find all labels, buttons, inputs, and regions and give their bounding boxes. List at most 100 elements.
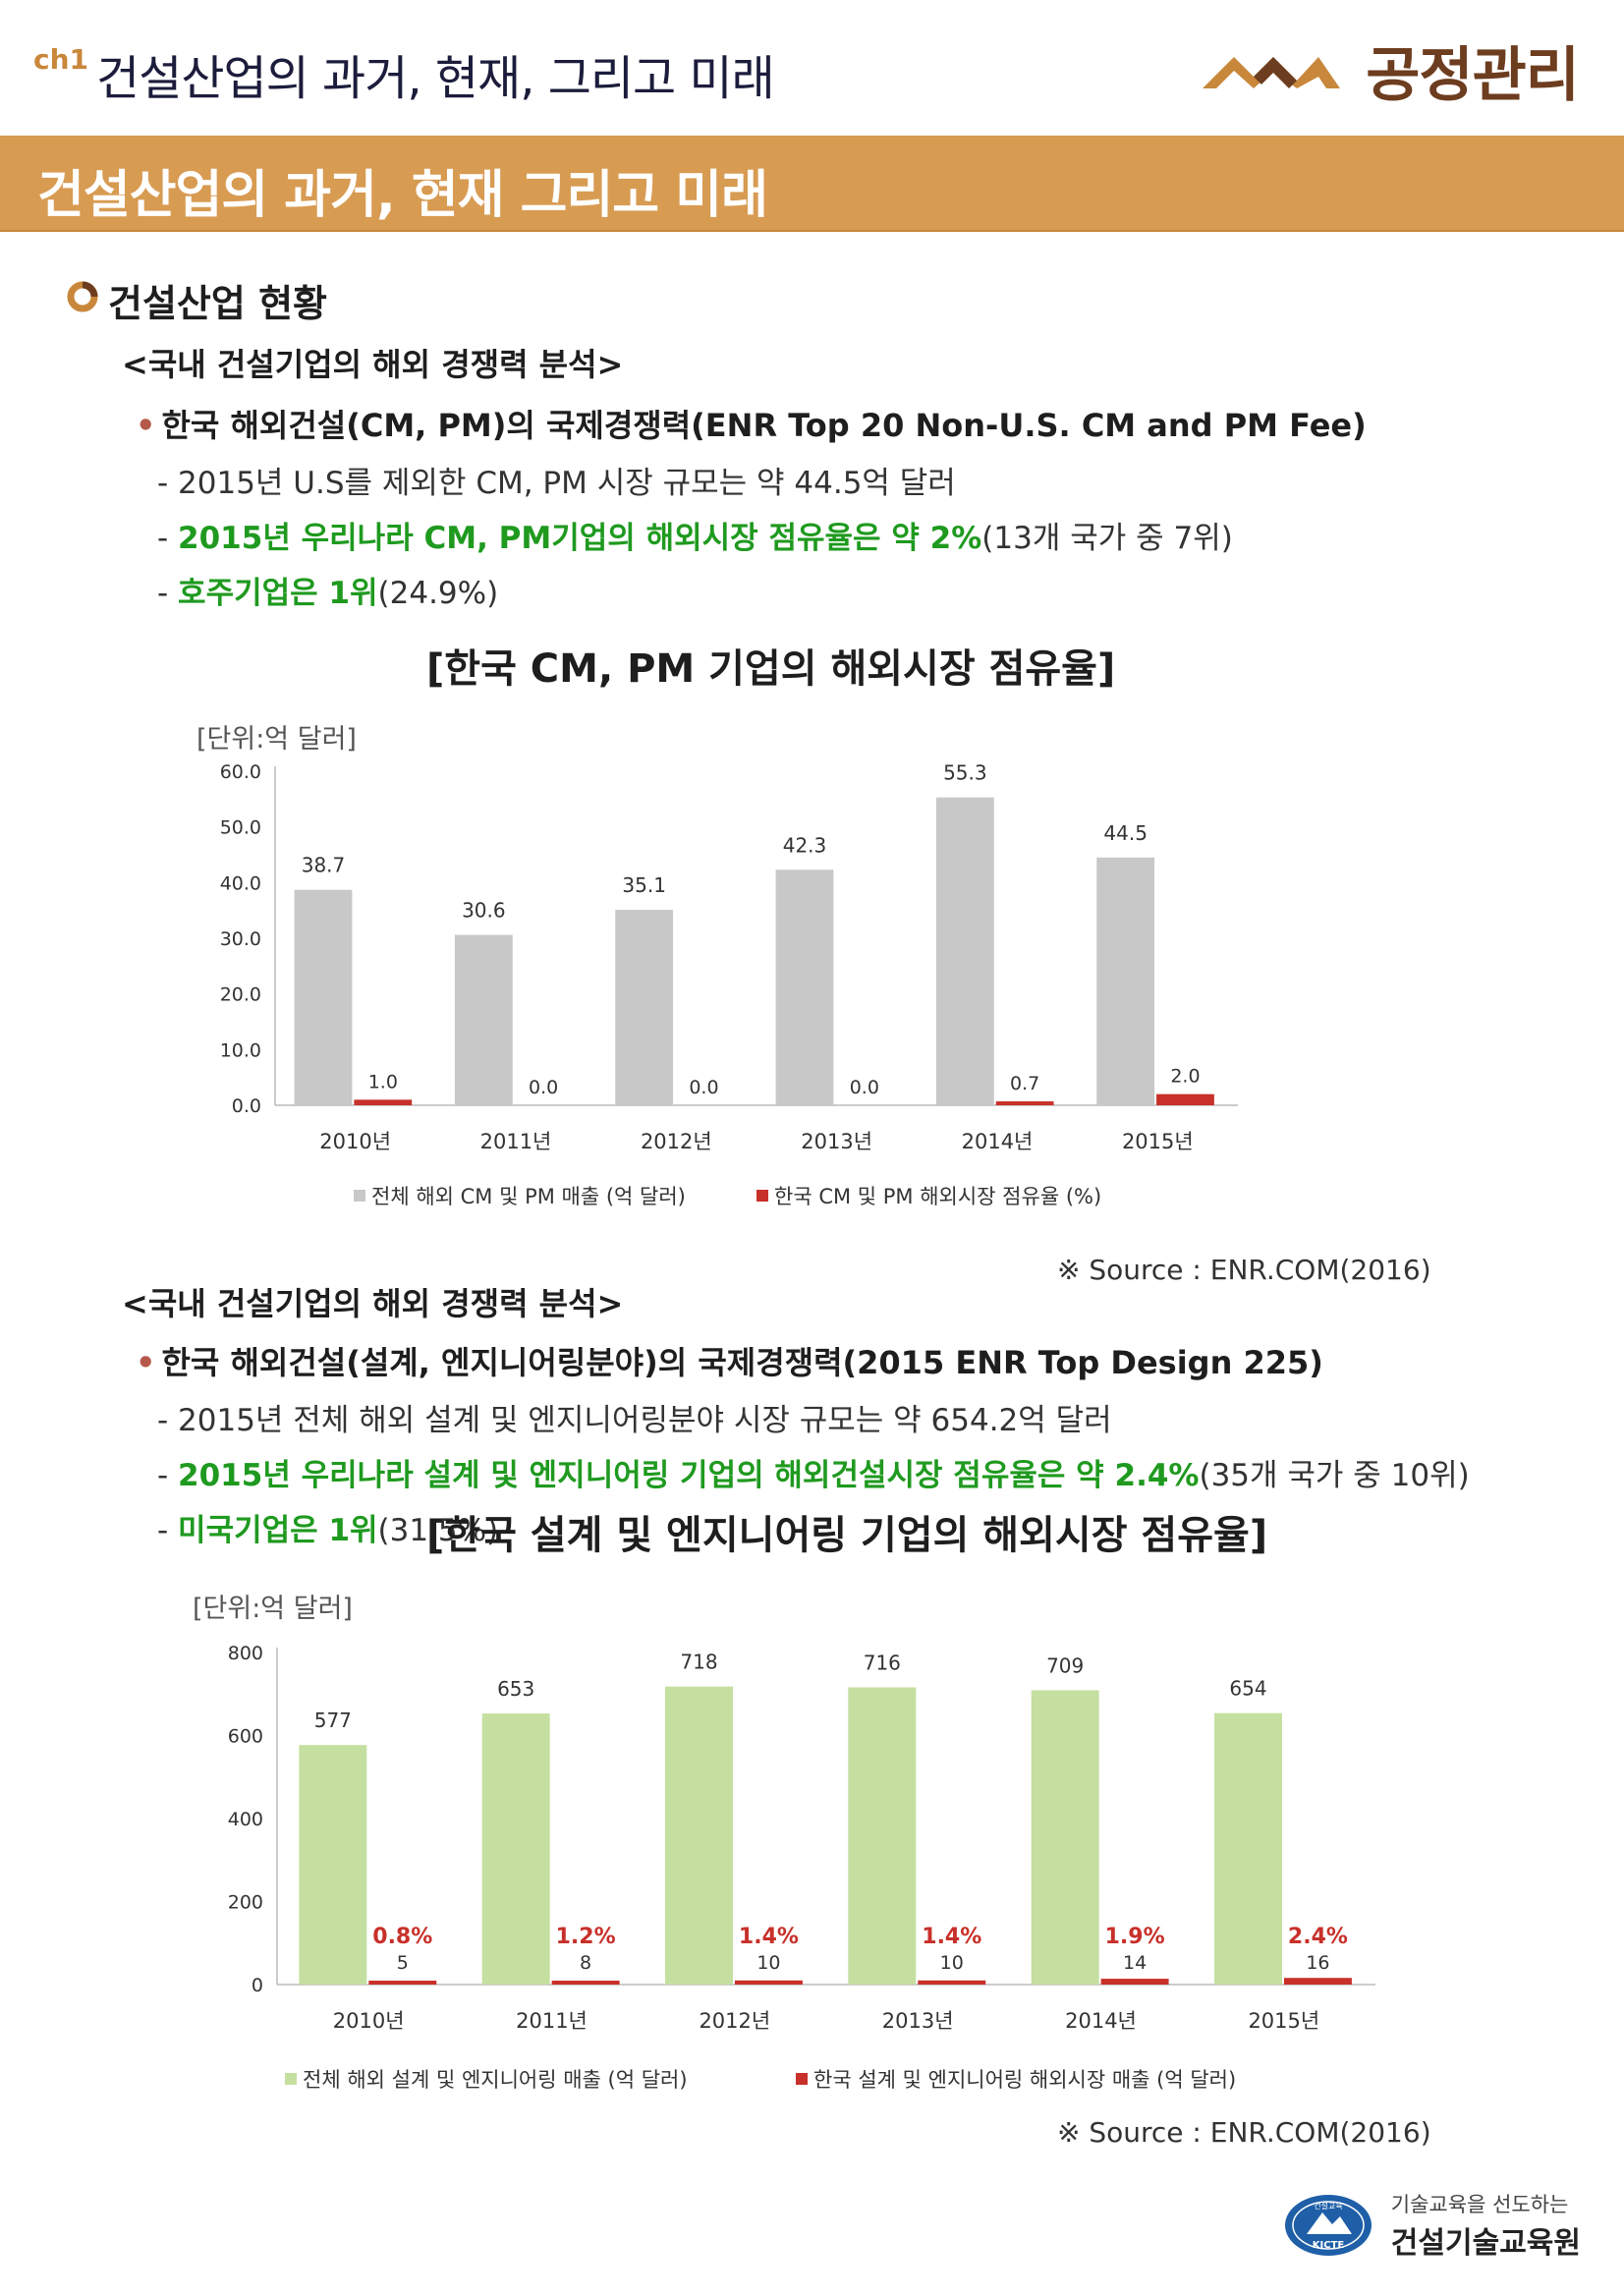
bar-total-label: 716	[864, 1651, 901, 1674]
bar-korea-label: 0.0	[689, 1077, 718, 1098]
block1-line-1: - 2015년 U.S를 제외한 CM, PM 시장 규모는 약 44.5억 달…	[157, 466, 956, 501]
emblem-top-text: 건설교육	[1314, 2201, 1342, 2211]
bar-korea	[551, 1981, 620, 1985]
bar-korea	[995, 1101, 1054, 1105]
section-title: 건설산업 현황	[108, 282, 327, 325]
x-tick-label: 2013년	[882, 2009, 954, 2033]
y-tick-label: 40.0	[220, 872, 261, 894]
bar-korea-pct-label: 1.9%	[1105, 1925, 1165, 1949]
bar-total	[848, 1687, 917, 1985]
unit-label: [단위:억 달러]	[196, 724, 357, 755]
section-ring-icon	[67, 281, 98, 312]
block1-line-3: - 호주기업은 1위(24.9%)	[157, 576, 499, 611]
bar-korea	[354, 1099, 413, 1105]
bar-korea-pct-label: 1.4%	[922, 1925, 981, 1949]
page-title: 건설산업의 과거, 현재, 그리고 미래	[96, 51, 775, 106]
y-tick-label: 10.0	[220, 1039, 261, 1061]
bar-total	[1031, 1690, 1099, 1985]
chart1-title: [한국 CM, PM 기업의 해외시장 점유율]	[426, 646, 1116, 692]
bar-total	[1214, 1712, 1282, 1985]
bar-korea	[918, 1980, 986, 1985]
footer: 건설교육 KICTE 기술교육을 선도하는 건설기술교육원	[1283, 2189, 1581, 2262]
banner	[0, 136, 1624, 232]
bar-total-label: 44.5	[1103, 821, 1148, 845]
x-tick-label: 2010년	[333, 2009, 405, 2033]
bar-korea-label: 8	[580, 1952, 591, 1974]
block2-line-1: - 2015년 전체 해외 설계 및 엔지니어링분야 시장 규모는 약 654.…	[157, 1403, 1112, 1438]
x-tick-label: 2013년	[801, 1130, 872, 1153]
kicte-emblem-icon: 건설교육 KICTE	[1284, 2195, 1372, 2256]
block1-subtitle: <국내 건설기업의 해외 경쟁력 분석>	[122, 346, 624, 383]
bar-korea-label: 16	[1306, 1952, 1329, 1974]
mountain-chevron-icon	[1203, 56, 1341, 88]
y-tick-label: 50.0	[220, 817, 261, 839]
bar-total	[481, 1713, 550, 1985]
bar-korea-pct-label: 2.4%	[1288, 1925, 1348, 1949]
bar-korea	[1156, 1093, 1214, 1105]
bar-total-label: 38.7	[302, 854, 346, 877]
block2-line-3: - 미국기업은 1위(31.5%)	[157, 1513, 499, 1548]
bar-total-label: 577	[314, 1708, 352, 1732]
brand-name: 공정관리	[1366, 41, 1580, 110]
bar-total	[299, 1745, 367, 1985]
bar-total	[1096, 857, 1155, 1105]
chart1-source: ※ Source : ENR.COM(2016)	[1057, 1254, 1431, 1286]
y-tick-label: 0.0	[232, 1095, 261, 1117]
chart2-title: [한국 설계 및 엔지니어링 기업의 해외시장 점유율]	[426, 1513, 1268, 1558]
bar-total	[294, 889, 353, 1105]
x-tick-label: 2012년	[641, 1130, 712, 1153]
bar-korea-label: 0.7	[1010, 1073, 1039, 1094]
bar-korea-label: 10	[756, 1952, 780, 1974]
legend-label: 전체 해외 설계 및 엔지니어링 매출 (억 달러)	[303, 2068, 688, 2092]
banner-title: 건설산업의 과거, 현재 그리고 미래	[37, 166, 768, 225]
bar-korea-label: 1.0	[368, 1071, 398, 1092]
bar-total-label: 35.1	[622, 873, 666, 897]
x-tick-label: 2014년	[962, 1130, 1034, 1153]
bar-korea-label: 0.0	[850, 1077, 879, 1098]
bar-korea	[368, 1981, 437, 1985]
x-tick-label: 2014년	[1065, 2009, 1137, 2033]
bar-korea-label: 0.0	[529, 1077, 558, 1098]
legend-swatch	[354, 1190, 365, 1202]
chart2-source: ※ Source : ENR.COM(2016)	[1057, 2116, 1431, 2149]
y-tick-label: 200	[228, 1892, 263, 1914]
bar-korea-pct-label: 1.4%	[739, 1925, 799, 1949]
legend-swatch	[796, 2073, 808, 2085]
footer-org: 건설기술교육원	[1390, 2226, 1581, 2261]
bar-total-label: 30.6	[462, 899, 506, 923]
bullet-dot-icon: •	[136, 1344, 156, 1381]
y-tick-label: 60.0	[220, 761, 261, 783]
y-tick-label: 30.0	[220, 928, 261, 950]
x-tick-label: 2011년	[480, 1130, 552, 1153]
block1-line-2: - 2015년 우리나라 CM, PM기업의 해외시장 점유율은 약 2%(13…	[157, 521, 1233, 556]
bar-total-label: 55.3	[943, 761, 987, 785]
legend-label: 전체 해외 CM 및 PM 매출 (억 달러)	[371, 1185, 686, 1208]
emblem-bottom-text: KICTE	[1313, 2240, 1345, 2251]
bar-total	[775, 869, 834, 1105]
bar-total	[454, 934, 513, 1105]
block2-bullet: • 한국 해외건설(설계, 엔지니어링분야)의 국제경쟁력(2015 ENR To…	[136, 1338, 1323, 1383]
bar-total-label: 42.3	[783, 833, 827, 857]
y-tick-label: 600	[228, 1726, 263, 1748]
y-tick-label: 400	[228, 1809, 263, 1830]
chart2: [단위:억 달러] 0 200 400 600 800 577 0.8% 5 2010년 653 1.…	[193, 1594, 1375, 2092]
chapter-tag: ch1	[33, 43, 89, 76]
block2-line-2: - 2015년 우리나라 설계 및 엔지니어링 기업의 해외건설시장 점유율은 …	[157, 1458, 1470, 1493]
bullet-dot-icon: •	[136, 407, 156, 444]
chart1: [단위:억 달러] 0.0 10.0 20.0 30.0 40.0 50.0 60.0 38.7…	[196, 724, 1238, 1208]
block2-bullet-text: 한국 해외건설(설계, 엔지니어링분야)의 국제경쟁력(2015 ENR Top…	[161, 1344, 1323, 1381]
block2-subtitle: <국내 건설기업의 해외 경쟁력 분석>	[122, 1285, 624, 1322]
bar-total	[935, 797, 994, 1105]
brand: 공정관리	[1203, 28, 1580, 113]
unit-label: [단위:억 달러]	[193, 1594, 353, 1624]
block1-bullet: • 한국 해외건설(CM, PM)의 국제경쟁력(ENR Top 20 Non-U…	[136, 401, 1367, 446]
x-tick-label: 2011년	[516, 2009, 588, 2033]
y-tick-label: 800	[228, 1643, 263, 1664]
bar-korea	[734, 1980, 803, 1985]
bar-total-label: 653	[497, 1677, 534, 1701]
block1-bullet-text: 한국 해외건설(CM, PM)의 국제경쟁력(ENR Top 20 Non-U.…	[161, 407, 1367, 444]
legend-label: 한국 설계 및 엔지니어링 해외시장 매출 (억 달러)	[813, 2068, 1236, 2092]
bar-total-label: 709	[1046, 1653, 1084, 1677]
bar-korea	[1283, 1978, 1352, 1985]
bar-korea-label: 2.0	[1170, 1066, 1200, 1088]
